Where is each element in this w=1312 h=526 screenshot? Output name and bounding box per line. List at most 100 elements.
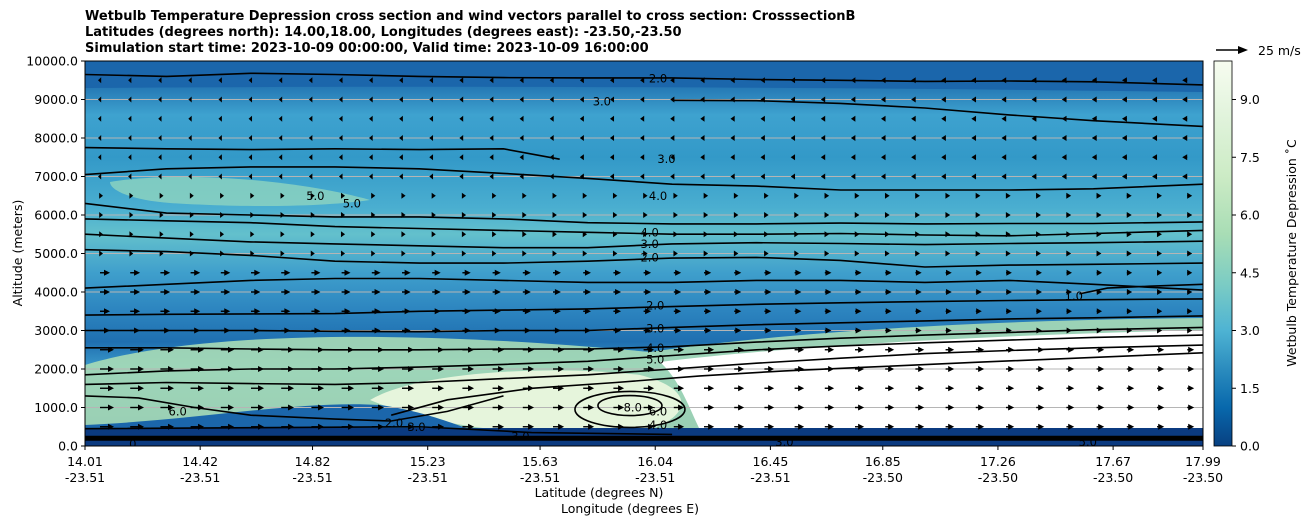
contour-label: 3.0 (646, 322, 664, 336)
wind-vector-head (438, 404, 445, 411)
wind-vector-head (579, 115, 584, 122)
wind-vector-head (158, 135, 162, 141)
wind-vector-head (1098, 366, 1105, 372)
wind-vector-head (948, 346, 955, 353)
wind-vector-head (584, 269, 591, 276)
wind-vector-head (278, 173, 283, 180)
wind-vector-head (790, 135, 796, 141)
wind-vector-head (941, 115, 946, 122)
wind-vector-head (609, 173, 615, 180)
wind-vector-head (975, 192, 981, 199)
wind-vector-head (492, 250, 497, 257)
wind-vector-head (278, 96, 283, 103)
colorbar-tick-label: 1.5 (1240, 381, 1260, 396)
wind-vector-head (519, 135, 524, 141)
wind-vector-head (492, 192, 497, 199)
contour-label: 3.0 (407, 420, 425, 434)
wind-vector-head (978, 404, 985, 411)
wind-vector-head (558, 366, 565, 372)
wind-vector-head (188, 115, 192, 122)
wind-vector-head (765, 308, 772, 315)
wind-vector-head (946, 327, 952, 334)
wind-vector-head (915, 269, 922, 276)
contour-line (85, 166, 1203, 191)
wind-vector-head (429, 135, 434, 141)
contour-label: 1.0 (1065, 289, 1083, 303)
wind-vector-head (220, 231, 225, 238)
wind-vector-head (348, 385, 355, 392)
wind-vector-head (218, 96, 222, 103)
wind-vector-head (673, 192, 678, 199)
wind-vector-head (489, 135, 494, 141)
wind-vector-head (528, 423, 535, 430)
wind-vector-head (675, 269, 682, 276)
wind-vector-head (308, 154, 313, 161)
wind-vector-head (705, 308, 712, 315)
wind-vector-head (1126, 269, 1133, 276)
wind-vector-head (129, 250, 134, 257)
contour-label: 6.0 (169, 404, 187, 418)
colorbar-label: Wetbulb Temperature Depression ˚C (1284, 139, 1299, 367)
quiver-key: 25 m/s (1216, 43, 1301, 58)
wind-vector-head (670, 115, 675, 122)
wind-vector-head (881, 115, 886, 122)
wind-vector-head (194, 308, 201, 315)
y-tick-label: 10000.0 (26, 54, 78, 69)
wind-vector-head (946, 269, 952, 276)
wind-vector-head (399, 154, 403, 161)
wind-vector-head (1126, 250, 1132, 257)
wind-vector-head (854, 212, 860, 218)
wind-vector-head (915, 289, 922, 295)
wind-vector-head (549, 96, 554, 103)
colorbar-tick-label: 7.5 (1240, 150, 1260, 165)
wind-vector-head (764, 192, 769, 199)
wind-vector-head (1126, 289, 1133, 295)
wind-vector-head (1182, 77, 1188, 84)
wind-vector-head (1006, 269, 1012, 276)
wind-vector-head (975, 250, 981, 257)
wind-vector-head (1121, 96, 1127, 103)
wind-vector-head (438, 385, 445, 392)
wind-vector-head (1187, 192, 1193, 199)
wind-vector-head (643, 192, 648, 199)
wind-vector-head (280, 250, 285, 257)
wind-vector-head (579, 96, 584, 103)
wind-vector-head (1091, 135, 1097, 141)
wind-vector-head (911, 154, 916, 161)
wind-vector-head (918, 385, 925, 392)
wind-vector-head (369, 115, 373, 122)
x-tick-label-lat: 16.85 (865, 454, 901, 469)
wind-vector-head (678, 404, 685, 411)
wind-vector-head (708, 346, 715, 353)
wind-vector-head (1038, 366, 1045, 372)
wind-vector-head (1121, 154, 1127, 161)
wind-vector-head (248, 173, 253, 180)
contour-line (85, 202, 1203, 225)
wind-vector-head (850, 96, 856, 103)
wind-vector-head (528, 404, 535, 411)
wind-vector-head (164, 269, 171, 276)
wind-vector-head (128, 77, 132, 84)
wind-vector-head (948, 366, 955, 372)
wind-vector-head (790, 154, 796, 161)
wind-vector-head (976, 269, 982, 276)
wind-vector-head (338, 173, 343, 180)
wind-vector-head (975, 212, 981, 218)
wind-vector-head (128, 115, 132, 122)
x-tick-label-lat: 14.01 (67, 454, 103, 469)
wind-vector-head (1008, 404, 1015, 411)
wind-vector-head (429, 173, 434, 180)
wind-vector-head (850, 115, 856, 122)
wind-vector-head (738, 385, 745, 392)
wind-vector-head (881, 96, 886, 103)
wind-vector-head (99, 192, 103, 199)
wind-vector-head (1182, 135, 1188, 141)
wind-vector-head (218, 173, 222, 180)
wind-vector-head (640, 115, 645, 122)
wind-vector-head (705, 289, 712, 295)
wind-vector-head (158, 96, 162, 103)
wind-vector-head (885, 308, 892, 315)
wind-vector-head (1031, 135, 1037, 141)
field-upper-band (85, 61, 1203, 92)
wind-vector-head (399, 115, 403, 122)
